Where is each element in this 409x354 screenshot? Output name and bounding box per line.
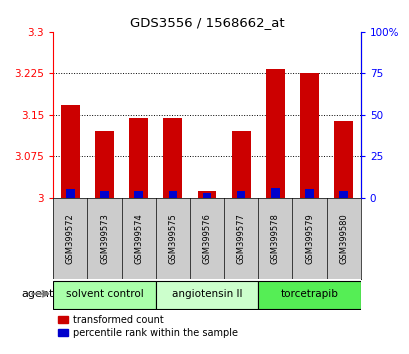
Bar [163,118,182,198]
Text: GSM399578: GSM399578 [270,213,279,264]
Bar [197,191,216,198]
Text: GSM399572: GSM399572 [66,213,75,264]
FancyBboxPatch shape [258,281,360,308]
Title: GDS3556 / 1568662_at: GDS3556 / 1568662_at [129,16,284,29]
Bar [95,131,114,198]
Bar [202,193,211,198]
Legend: transformed count, percentile rank within the sample: transformed count, percentile rank withi… [58,315,237,338]
Bar [339,191,347,198]
Bar [305,189,313,198]
Bar [168,191,177,198]
Text: GSM399574: GSM399574 [134,213,143,264]
Text: GSM399575: GSM399575 [168,213,177,264]
Bar [100,191,108,198]
Text: GSM399579: GSM399579 [304,213,313,264]
Text: angiotensin II: angiotensin II [171,289,242,299]
Text: GSM399580: GSM399580 [338,213,347,264]
FancyBboxPatch shape [53,281,155,308]
Text: solvent control: solvent control [65,289,143,299]
Text: GSM399577: GSM399577 [236,213,245,264]
Text: agent: agent [21,289,53,299]
Bar [236,191,245,198]
Bar [134,191,143,198]
Bar [270,188,279,198]
Bar [265,69,284,198]
Text: GSM399573: GSM399573 [100,213,109,264]
Bar [333,121,352,198]
Text: GSM399576: GSM399576 [202,213,211,264]
Bar [61,105,80,198]
FancyBboxPatch shape [155,281,258,308]
Bar [66,189,74,198]
Bar [129,118,148,198]
Text: torcetrapib: torcetrapib [280,289,338,299]
Bar [231,131,250,198]
Bar [299,73,318,198]
